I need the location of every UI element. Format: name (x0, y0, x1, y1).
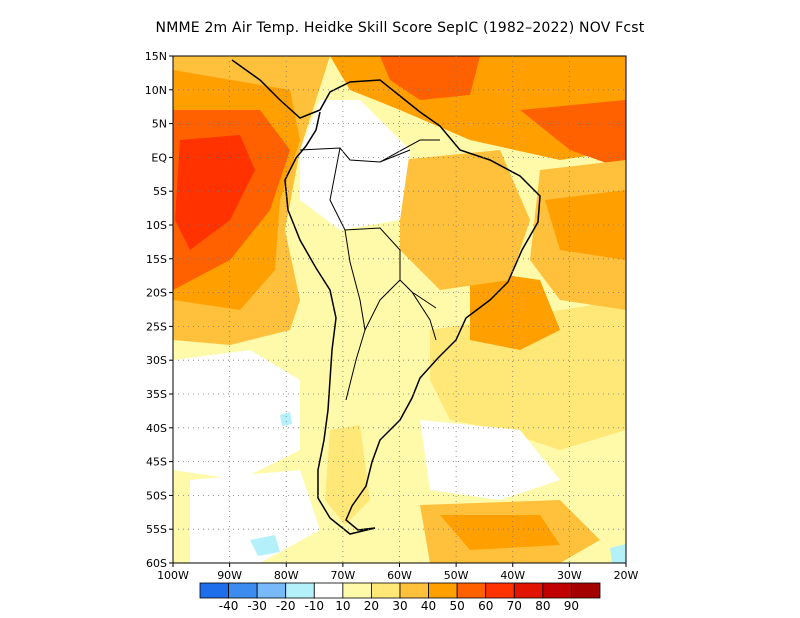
lat-tick-label: 15S (146, 253, 167, 266)
lat-tick-label: 10S (146, 219, 167, 232)
country-borders (299, 139, 440, 401)
lon-tick-label: 80W (274, 569, 299, 582)
colorbar-label: 70 (507, 599, 522, 613)
lat-tick-label: 20S (146, 287, 167, 300)
lat-tick-label: 40S (146, 422, 167, 435)
colorbar: -40 -30 -20 -10 10 20 30 40 50 60 70 80 90 (199, 582, 601, 613)
colorbar-swatch (571, 582, 601, 599)
skill-region-low-south-atlantic (420, 420, 560, 500)
lat-tick-label: 5N (152, 118, 167, 131)
lat-tick-label: 10N (145, 84, 167, 97)
colorbar-label: 20 (364, 599, 379, 613)
latitude-ticks: 15N 10N 5N EQ 5S 10S 15S 20S 25S 30S 35S 40S 45S 50S 5… (145, 50, 173, 570)
skill-region-negative-2 (280, 412, 292, 426)
lat-tick-label: 50S (146, 489, 167, 502)
coastline-south-america (231, 59, 541, 535)
skill-region-negative-3 (610, 544, 626, 563)
colorbar-label: -40 (219, 599, 239, 613)
skill-field (173, 56, 626, 563)
lon-tick-label: 30W (557, 569, 582, 582)
lat-tick-label: 25S (146, 320, 167, 333)
skill-region-caribbean-core (380, 56, 480, 100)
map-title: NMME 2m Air Temp. Heidke Skill Score Sep… (155, 20, 645, 36)
colorbar-label: 60 (478, 599, 493, 613)
lat-tick-label: 60S (146, 557, 167, 570)
skill-region-tropical-atlantic (520, 100, 626, 170)
colorbar-label: 30 (392, 599, 407, 613)
colorbar-label: -10 (304, 599, 324, 613)
colorbar-swatch (371, 582, 401, 599)
lat-tick-label: 55S (146, 523, 167, 536)
colorbar-swatch (485, 582, 515, 599)
skill-region-low-amazon (300, 100, 410, 230)
lat-tick-label: 45S (146, 456, 167, 469)
colorbar-label: 90 (564, 599, 579, 613)
skill-region-brazil-coast (470, 270, 560, 350)
lat-tick-label: 15N (145, 50, 167, 63)
colorbar-label: -20 (276, 599, 296, 613)
longitude-ticks: 100W 90W 80W 70W 60W 50W 40W 30W 20W (157, 563, 639, 582)
graticule (173, 56, 626, 563)
colorbar-swatch (342, 582, 372, 599)
colorbar-label: -30 (247, 599, 267, 613)
colorbar-label: 10 (335, 599, 350, 613)
lon-tick-label: 40W (500, 569, 525, 582)
colorbar-label: 80 (535, 599, 550, 613)
lat-tick-label: 30S (146, 354, 167, 367)
colorbar-swatch (256, 582, 287, 599)
colorbar-swatch (542, 582, 572, 599)
colorbar-label: 50 (450, 599, 465, 613)
colorbar-swatch (285, 582, 315, 599)
lon-tick-label: 50W (444, 569, 469, 582)
lon-tick-label: 70W (330, 569, 355, 582)
lon-tick-label: 20W (614, 569, 639, 582)
lon-tick-label: 100W (157, 569, 189, 582)
lat-tick-label: 5S (153, 185, 167, 198)
colorbar-swatch (428, 582, 458, 599)
skill-region-negative-1 (250, 535, 280, 556)
skill-region-patagonia (325, 425, 370, 525)
skill-region-low-east-pacific (173, 350, 300, 480)
lat-tick-label: EQ (151, 151, 167, 164)
skill-region-south-atlantic-core (440, 515, 560, 550)
colorbar-swatch (456, 582, 487, 599)
lat-tick-label: 35S (146, 388, 167, 401)
skill-region-pacific-core (175, 135, 255, 250)
colorbar-swatch (513, 582, 544, 599)
lon-tick-label: 90W (217, 569, 242, 582)
skill-region-east-atlantic-core (545, 190, 626, 260)
colorbar-swatch (228, 582, 258, 599)
colorbar-swatch (313, 582, 344, 599)
colorbar-swatch (199, 582, 229, 599)
lon-tick-label: 60W (387, 569, 412, 582)
skill-region-low-south-pacific (190, 470, 320, 563)
skill-region-brazil-interior (400, 150, 530, 290)
colorbar-swatch (399, 582, 429, 599)
colorbar-label: 40 (421, 599, 436, 613)
